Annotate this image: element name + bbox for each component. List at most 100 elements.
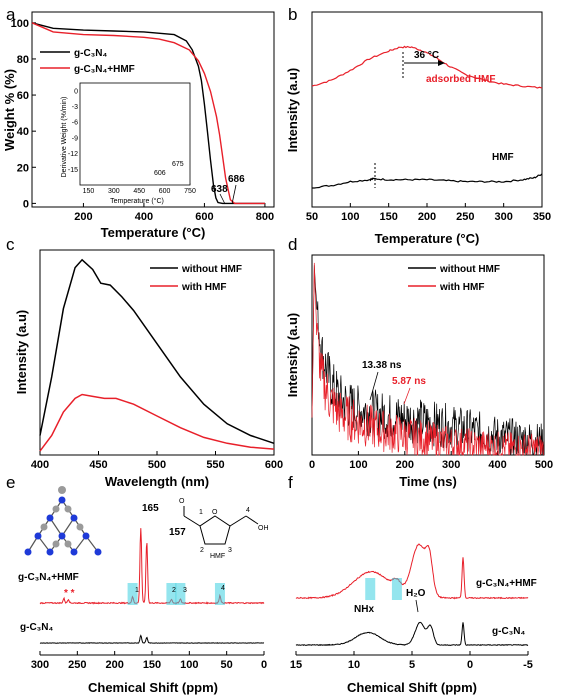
label-hmf: HMF [492,152,514,163]
panel-b-xtick-label: 100 [341,211,359,223]
panel-d-xlabel: Time (ns) [399,474,457,489]
panel-d-xtick-label: 100 [349,459,367,471]
panel-label-d: d [288,235,297,254]
annotation-686: 686 [228,174,245,185]
series-line-panel-f-1 [295,621,529,647]
panel-a-xtick-label: 800 [256,211,274,223]
inset-annotation-675: 675 [172,161,184,168]
panel-e-highlight-box [166,583,177,605]
panel-label-b: b [288,5,297,24]
panel-a-ytick-label: 40 [17,126,29,138]
legend-label-gc3n4: g-C₃N₄ [74,48,108,59]
label-e-gc3n4-hmf: g-C₃N₄+HMF [18,572,79,583]
panel-b-xtick-label: 300 [494,211,512,223]
inset-ytick-label: -6 [72,120,78,127]
panel-a-xtick-label: 600 [195,211,213,223]
series-line-c-1 [39,393,275,452]
arrow-h2o [415,599,419,613]
panel-a-ytick-label: 0 [23,198,29,210]
hmf-oh: OH [258,525,269,532]
panel-e-highlight-box [214,583,225,605]
panel-f-xlabel: Chemical Shift (ppm) [347,680,477,695]
panel-d-xtick-label: 300 [442,459,460,471]
panel-f-highlight-box [391,578,402,600]
panel-c-xlabel: Wavelength (nm) [105,474,209,489]
panel-a-xlabel: Temperature (°C) [101,225,206,240]
arrow-5-87 [403,387,411,405]
legend-label-without: without HMF [181,264,242,275]
label-nhx: NHx [354,604,374,615]
panel-f-xtick-label: -5 [523,659,533,671]
legend-label-gc3n4-hmf: g-C₃N₄+HMF [74,64,135,75]
panel-a-ytick-label: 60 [17,90,29,102]
panel-label-a: a [6,5,16,24]
panel-b-xtick-label: 250 [456,211,474,223]
arrow-686 [231,184,237,205]
panel-e-xtick-label: 200 [105,659,123,671]
hl-label-4: 4 [221,585,225,592]
panel-e-highlight-box [175,583,186,605]
panel-a-ylabel: Weight % (%) [2,69,17,151]
inset-xtick-label: 150 [83,188,95,195]
panel-label-c: c [6,235,15,254]
panel-f-xtick-label: 15 [290,659,302,671]
panel-c-xtick-label: 550 [206,459,224,471]
label-adsorbed-hmf: adsorbed HMF [426,74,495,85]
peak-label-157: 157 [169,527,186,538]
panel-e-xtick-label: 50 [221,659,233,671]
inset-ytick-label: 0 [74,88,78,95]
panel-d-xtick-label: 500 [535,459,553,471]
series-line-c-0 [39,258,275,445]
label-f-gc3n4: g-C₃N₄ [492,626,526,637]
panel-label-e: e [6,473,15,492]
panel-c-xtick-label: 450 [89,459,107,471]
panel-e-xtick-label: 250 [68,659,86,671]
panel-d-frame [311,254,545,456]
panel-d-ylabel: Intensity (a.u) [285,313,300,398]
inset-ylabel: Derivative Weight (%/min) [61,97,68,178]
series-line-d-0 [311,265,544,456]
hmf-num-1: 1 [199,509,203,516]
legend-label-with: with HMF [181,282,226,293]
panel-e-xtick-label: 300 [31,659,49,671]
panel-a-ytick-label: 100 [11,18,29,30]
inset-ytick-label: -9 [72,135,78,142]
series-line-panel-e-1 [39,634,265,644]
peak-stars: * * [64,588,75,599]
inset-xtick-label: 600 [159,188,171,195]
panel-c-xtick-label: 400 [31,459,49,471]
series-line-d-1 [311,262,544,456]
label-e-gc3n4: g-C₃N₄ [20,622,54,633]
panel-e-highlight-box [127,583,138,605]
panel-a-xtick-label: 200 [74,211,92,223]
panel-c-xtick-label: 600 [265,459,283,471]
panel-f-highlight-box [365,578,376,600]
arrow-13-38 [369,371,379,401]
panel-label-f: f [288,473,293,492]
series-line-a-1 [31,22,265,205]
panel-d-xtick-label: 200 [396,459,414,471]
hmf-o-ring: O [212,509,218,516]
panel-b-xlabel: Temperature (°C) [375,231,480,246]
panel-a-ytick-label: 80 [17,54,29,66]
panel-c-frame [39,249,275,456]
legend-label-with-d: with HMF [439,282,484,293]
hmf-num-2: 2 [200,547,204,554]
panel-f-xtick-label: 0 [467,659,473,671]
series-line-b-0 [311,45,543,89]
legend-label-without-d: without HMF [439,264,500,275]
annotation-36c: 36 °C [414,50,439,61]
panel-e-xtick-label: 100 [180,659,198,671]
annotation-638: 638 [211,184,228,195]
series-line-panel-f-0 [295,543,529,600]
annotation-5-87: 5.87 ns [392,376,426,387]
panel-b-xtick-label: 200 [418,211,436,223]
panel-d-xtick-label: 400 [488,459,506,471]
inset-ytick-label: -15 [68,167,78,174]
hl-label-3: 3 [183,587,187,594]
inset-annotation-606: 606 [154,170,166,177]
panel-b-frame [311,11,543,208]
hl-label-2: 2 [172,587,176,594]
inset-xlabel: Temperature (°C) [110,197,164,205]
